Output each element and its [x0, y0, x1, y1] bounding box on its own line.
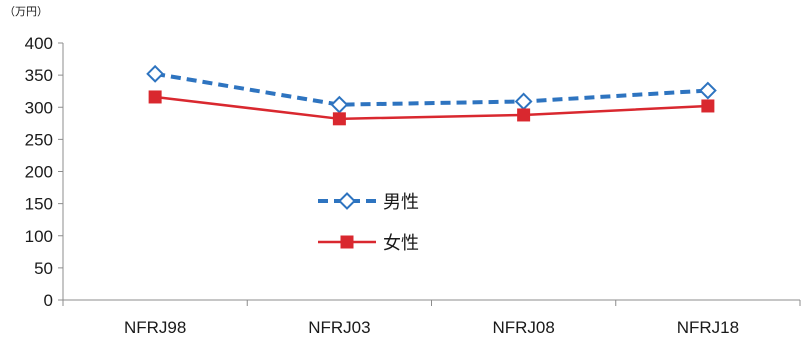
data-point	[148, 90, 162, 104]
y-tick-label: 200	[25, 163, 53, 182]
data-point	[698, 81, 717, 100]
y-axis-ticks: 0 50 100 150 200 250 300 350 400	[25, 34, 63, 310]
y-tick-label: 300	[25, 98, 53, 117]
y-tick-label: 150	[25, 195, 53, 214]
axes	[62, 43, 800, 301]
x-category-label: NFRJ18	[677, 318, 739, 337]
x-axis-categories: NFRJ98 NFRJ03 NFRJ08 NFRJ18	[62, 300, 801, 337]
data-point	[701, 99, 715, 113]
series-0	[146, 64, 717, 114]
y-tick-label: 400	[25, 34, 53, 53]
legend-marker-swatch	[338, 192, 356, 210]
y-tick-label: 50	[34, 259, 53, 278]
y-tick-label: 350	[25, 66, 53, 85]
data-point	[330, 95, 349, 114]
data-point	[517, 108, 531, 122]
data-point	[514, 92, 533, 111]
y-tick-label: 100	[25, 227, 53, 246]
series-line	[154, 71, 708, 107]
y-tick-label: 250	[25, 130, 53, 149]
series-line	[154, 95, 708, 121]
series-layer	[146, 64, 717, 126]
x-category-label: NFRJ98	[124, 318, 186, 337]
legend-label: 女性	[383, 233, 419, 254]
data-point	[146, 64, 165, 83]
legend-marker-swatch	[340, 235, 354, 249]
legend-label: 男性	[383, 192, 419, 213]
data-point	[332, 112, 346, 126]
legend-item: 女性	[318, 233, 419, 254]
series-1	[148, 90, 715, 126]
y-axis-unit-label: （万円）	[4, 5, 48, 18]
x-category-label: NFRJ03	[308, 318, 370, 337]
y-tick-label: 0	[44, 291, 53, 310]
legend-item: 男性	[318, 192, 419, 213]
x-category-label: NFRJ08	[492, 318, 554, 337]
